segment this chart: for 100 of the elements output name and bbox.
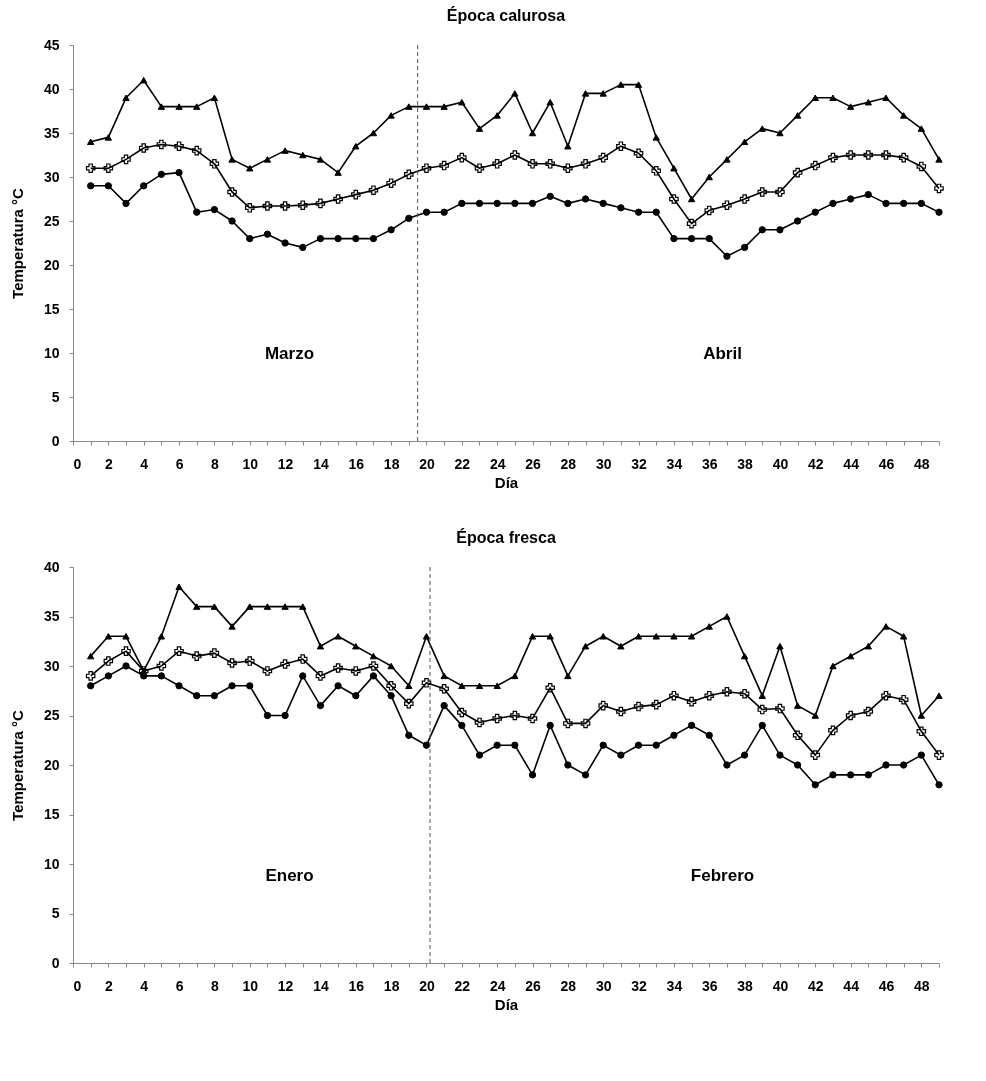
point — [103, 163, 114, 173]
point — [316, 642, 325, 650]
x-axis-title: Día — [494, 473, 519, 491]
point — [369, 234, 378, 243]
point — [422, 741, 431, 749]
y-axis-title: Temperatura °C — [8, 709, 26, 821]
annotation: Enero — [265, 865, 314, 885]
point — [387, 662, 395, 670]
point — [387, 112, 395, 119]
point — [916, 726, 927, 737]
y-axis-title: Temperatura °C — [8, 187, 26, 299]
point — [281, 603, 289, 610]
point — [140, 672, 148, 680]
point — [686, 218, 697, 229]
point — [175, 583, 183, 591]
x-tick-label: 26 — [525, 977, 542, 994]
point — [440, 672, 448, 680]
point — [209, 648, 220, 658]
y-tick-label: 5 — [51, 905, 60, 921]
x-tick-label: 36 — [701, 977, 718, 994]
point — [722, 200, 732, 210]
point — [369, 129, 378, 137]
point — [651, 166, 662, 176]
point — [898, 152, 909, 163]
point — [634, 208, 643, 216]
point — [670, 731, 678, 739]
point — [175, 682, 183, 690]
point — [599, 633, 607, 640]
point — [651, 699, 662, 710]
point — [511, 199, 519, 208]
point — [793, 112, 802, 119]
point — [652, 208, 660, 216]
point — [899, 633, 908, 640]
point — [493, 682, 501, 690]
point — [687, 195, 696, 203]
point — [546, 633, 554, 640]
point — [333, 194, 343, 204]
y-tick-label: 45 — [43, 36, 60, 53]
point — [616, 141, 626, 151]
point — [863, 706, 874, 717]
y-tick-label: 40 — [43, 558, 60, 575]
point — [546, 721, 554, 730]
point — [511, 672, 519, 680]
point — [405, 103, 413, 110]
point — [315, 198, 326, 209]
point — [617, 204, 625, 212]
point — [421, 678, 432, 688]
x-tick-label: 14 — [313, 977, 329, 994]
point — [563, 718, 573, 729]
x-tick-label: 30 — [595, 977, 612, 994]
x-tick-label: 46 — [878, 455, 895, 472]
point — [704, 205, 715, 216]
point — [104, 633, 113, 640]
point — [633, 148, 644, 159]
point — [687, 633, 696, 640]
point — [723, 613, 731, 620]
point — [846, 195, 855, 203]
point — [156, 139, 167, 150]
point — [174, 646, 184, 656]
point — [334, 234, 342, 243]
x-tick-label: 38 — [737, 455, 754, 472]
point — [670, 164, 678, 172]
point — [422, 633, 431, 640]
x-tick-label: 36 — [701, 455, 718, 472]
x-tick-label: 32 — [631, 977, 648, 994]
y-tick-label: 35 — [43, 608, 60, 624]
x-tick-label: 34 — [666, 977, 683, 994]
point — [210, 205, 219, 214]
point — [776, 226, 784, 234]
point — [191, 145, 202, 156]
point — [776, 642, 784, 650]
point — [723, 252, 731, 260]
point — [492, 159, 502, 169]
y-tick-label: 10 — [43, 855, 60, 872]
point — [740, 243, 749, 252]
point — [652, 633, 660, 640]
x-tick-label: 8 — [210, 455, 219, 472]
point — [564, 672, 572, 680]
point — [440, 701, 448, 710]
point — [440, 208, 448, 216]
point — [793, 702, 802, 709]
point — [299, 243, 307, 252]
point — [244, 656, 255, 666]
point — [863, 150, 874, 160]
x-tick-label: 18 — [383, 455, 400, 472]
point — [528, 129, 537, 137]
point — [935, 781, 943, 789]
point — [191, 651, 202, 661]
chart-title: Época calurosa — [446, 6, 566, 24]
point — [281, 239, 289, 247]
x-tick-label: 44 — [843, 977, 860, 994]
point — [652, 134, 660, 141]
point — [227, 187, 237, 197]
point — [122, 633, 130, 640]
point — [316, 701, 325, 710]
point — [899, 199, 908, 208]
point — [845, 150, 856, 160]
point — [686, 696, 697, 707]
point — [829, 199, 837, 208]
x-tick-label: 2 — [104, 455, 113, 472]
